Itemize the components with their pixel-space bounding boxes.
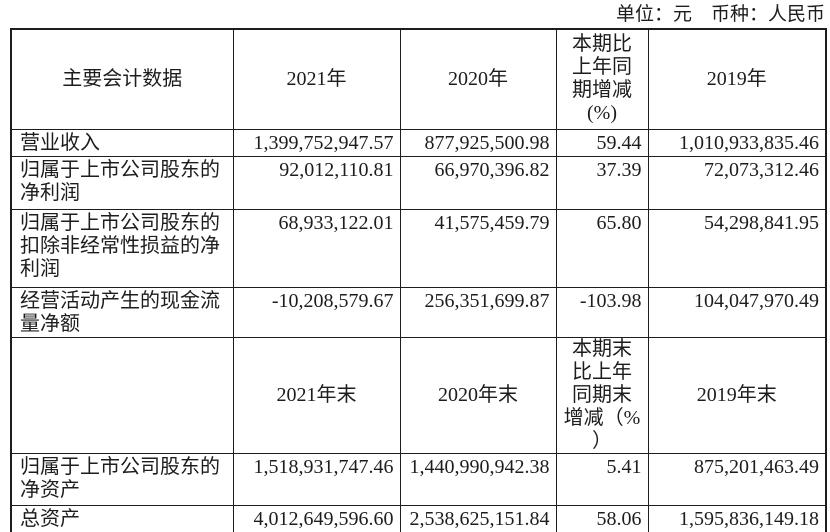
row-label: 经营活动产生的现金流量净额 <box>10 286 234 338</box>
header-eoy-blank <box>10 336 234 454</box>
table-row-net-assets: 归属于上市公司股东的净资产 1,518,931,747.46 1,440,990… <box>10 452 827 506</box>
row-label: 归属于上市公司股东的净利润 <box>10 155 234 210</box>
row-label: 营业收入 <box>10 128 234 157</box>
value-2019: 875,201,463.49 <box>647 452 827 506</box>
value-2020: 2,538,625,151.84 <box>399 504 557 532</box>
value-2020: 66,970,396.82 <box>399 155 557 210</box>
value-2019: 1,595,836,149.18 <box>647 504 827 532</box>
value-2021: 4,012,649,596.60 <box>232 504 401 532</box>
value-2021: 92,012,110.81 <box>232 155 401 210</box>
eoy-header-row: 2021年末 2020年末 本期末 比上年 同期末 增减（% ） 2019年末 <box>10 336 827 454</box>
value-2019: 54,298,841.95 <box>647 208 827 288</box>
annual-header-row: 主要会计数据 2021年 2020年 本期比 上年同 期增减 (%) 2019年 <box>10 28 827 130</box>
value-2021: 1,518,931,747.46 <box>232 452 401 506</box>
value-change-pct: 37.39 <box>555 155 649 210</box>
value-2020: 877,925,500.98 <box>399 128 557 157</box>
header-eoy-2021: 2021年末 <box>232 336 401 454</box>
key-accounting-data-table: 主要会计数据 2021年 2020年 本期比 上年同 期增减 (%) 2019年… <box>10 28 827 532</box>
header-year-2021: 2021年 <box>232 28 401 130</box>
header-main-indicators: 主要会计数据 <box>10 28 234 130</box>
table-row-revenue: 营业收入 1,399,752,947.57 877,925,500.98 59.… <box>10 128 827 157</box>
value-2021: 68,933,122.01 <box>232 208 401 288</box>
table-row-operating-cash-flow: 经营活动产生的现金流量净额 -10,208,579.67 256,351,699… <box>10 286 827 338</box>
table-row-total-assets: 总资产 4,012,649,596.60 2,538,625,151.84 58… <box>10 504 827 532</box>
table-row-net-profit: 归属于上市公司股东的净利润 92,012,110.81 66,970,396.8… <box>10 155 827 210</box>
value-change-pct: -103.98 <box>555 286 649 338</box>
unit-currency-note: 单位：元 币种：人民币 <box>615 4 825 25</box>
value-2021: -10,208,579.67 <box>232 286 401 338</box>
row-label: 归属于上市公司股东的扣除非经常性损益的净利润 <box>10 208 234 288</box>
value-2020: 41,575,459.79 <box>399 208 557 288</box>
row-label: 归属于上市公司股东的净资产 <box>10 452 234 506</box>
row-label: 总资产 <box>10 504 234 532</box>
value-2021: 1,399,752,947.57 <box>232 128 401 157</box>
value-change-pct: 5.41 <box>555 452 649 506</box>
value-change-pct: 58.06 <box>555 504 649 532</box>
value-2019: 104,047,970.49 <box>647 286 827 338</box>
value-2019: 1,010,933,835.46 <box>647 128 827 157</box>
value-change-pct: 65.80 <box>555 208 649 288</box>
value-2020: 256,351,699.87 <box>399 286 557 338</box>
table-row-net-profit-excl-nonrecurring: 归属于上市公司股东的扣除非经常性损益的净利润 68,933,122.01 41,… <box>10 208 827 288</box>
header-eoy-change-pct: 本期末 比上年 同期末 增减（% ） <box>555 336 649 454</box>
value-2020: 1,440,990,942.38 <box>399 452 557 506</box>
header-year-2019: 2019年 <box>647 28 827 130</box>
header-yoy-change-pct: 本期比 上年同 期增减 (%) <box>555 28 649 130</box>
value-change-pct: 59.44 <box>555 128 649 157</box>
header-year-2020: 2020年 <box>399 28 557 130</box>
header-eoy-2020: 2020年末 <box>399 336 557 454</box>
header-eoy-2019: 2019年末 <box>647 336 827 454</box>
value-2019: 72,073,312.46 <box>647 155 827 210</box>
